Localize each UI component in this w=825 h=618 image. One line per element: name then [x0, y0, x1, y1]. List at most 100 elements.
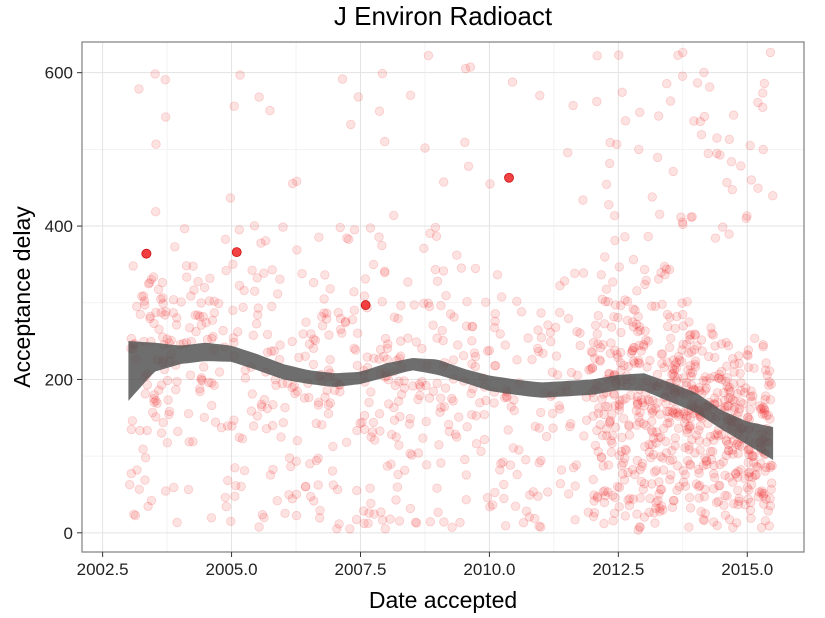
data-point [335, 313, 346, 324]
data-point [736, 385, 746, 396]
data-point [222, 421, 233, 431]
data-point [249, 286, 260, 296]
data-point [555, 281, 565, 291]
data-point [607, 438, 617, 449]
data-point [610, 422, 621, 432]
data-point [140, 453, 151, 463]
data-point [725, 387, 736, 397]
data-point [704, 351, 714, 362]
data-point [149, 390, 160, 400]
data-point [364, 508, 374, 518]
data-point [661, 448, 672, 458]
data-point [359, 291, 370, 301]
data-point [419, 298, 429, 309]
data-point [291, 489, 302, 500]
data-point [584, 365, 594, 375]
data-point [597, 453, 607, 463]
data-point [586, 346, 597, 357]
data-point [614, 262, 625, 272]
data-point [229, 101, 239, 111]
data-point [349, 225, 360, 235]
data-point [656, 267, 666, 278]
data-point [666, 333, 676, 344]
data-point [723, 393, 734, 403]
data-point [234, 225, 245, 235]
data-point [374, 354, 384, 364]
data-point [596, 452, 607, 462]
data-point [469, 348, 480, 358]
data-point [614, 502, 624, 512]
data-point [680, 481, 691, 491]
data-point [444, 426, 455, 437]
data-point [275, 274, 285, 284]
data-point [236, 481, 246, 492]
data-point [677, 345, 687, 355]
data-point [715, 459, 725, 470]
y-axis-title: Acceptance delay [9, 206, 35, 388]
data-point [629, 342, 640, 353]
data-point [257, 402, 267, 412]
data-point [623, 495, 633, 505]
data-point [575, 328, 585, 338]
data-point [533, 343, 543, 354]
data-point [490, 487, 500, 498]
data-point [718, 457, 729, 467]
data-point [623, 467, 633, 478]
data-point [251, 319, 262, 329]
data-point [670, 433, 681, 443]
data-point [160, 486, 171, 496]
data-point [547, 367, 558, 377]
data-point [191, 326, 201, 337]
data-point [678, 373, 689, 383]
data-point [272, 496, 283, 506]
data-point [758, 402, 768, 412]
data-point [380, 266, 390, 276]
data-point [337, 74, 348, 84]
data-point [490, 360, 501, 371]
data-point [654, 111, 664, 121]
data-point [304, 392, 314, 403]
data-point [628, 254, 639, 265]
data-point [405, 413, 415, 424]
data-point [162, 334, 172, 344]
data-point [365, 223, 376, 233]
data-point [393, 313, 403, 324]
data-point [724, 472, 734, 482]
data-point [668, 368, 678, 379]
data-point [286, 461, 296, 472]
data-point [647, 416, 657, 426]
data-point [724, 446, 734, 456]
data-point [734, 496, 744, 507]
data-point [568, 463, 579, 473]
data-point [759, 408, 769, 418]
data-point [745, 405, 755, 415]
data-point [705, 431, 716, 442]
data-point [465, 62, 476, 72]
x-tick-label: 2002.5 [77, 560, 129, 579]
data-point [535, 90, 545, 101]
data-point [754, 401, 764, 411]
data-point [559, 276, 570, 286]
data-point [729, 359, 740, 369]
data-point [672, 311, 682, 322]
data-point [143, 501, 153, 512]
data-point [379, 351, 389, 362]
data-point [660, 270, 670, 280]
data-point [218, 325, 228, 336]
data-point [673, 351, 684, 362]
data-point [746, 175, 757, 185]
data-point [751, 470, 761, 480]
data-point [628, 494, 638, 504]
data-point [664, 264, 675, 275]
data-point [702, 459, 712, 470]
data-point [665, 96, 676, 106]
data-point [640, 279, 650, 290]
data-point [186, 291, 196, 301]
data-point [405, 448, 415, 459]
data-point [135, 309, 146, 320]
data-point [751, 461, 762, 472]
data-point [418, 433, 428, 443]
data-point [714, 481, 724, 491]
data-point [619, 413, 629, 424]
data-point [605, 158, 615, 169]
